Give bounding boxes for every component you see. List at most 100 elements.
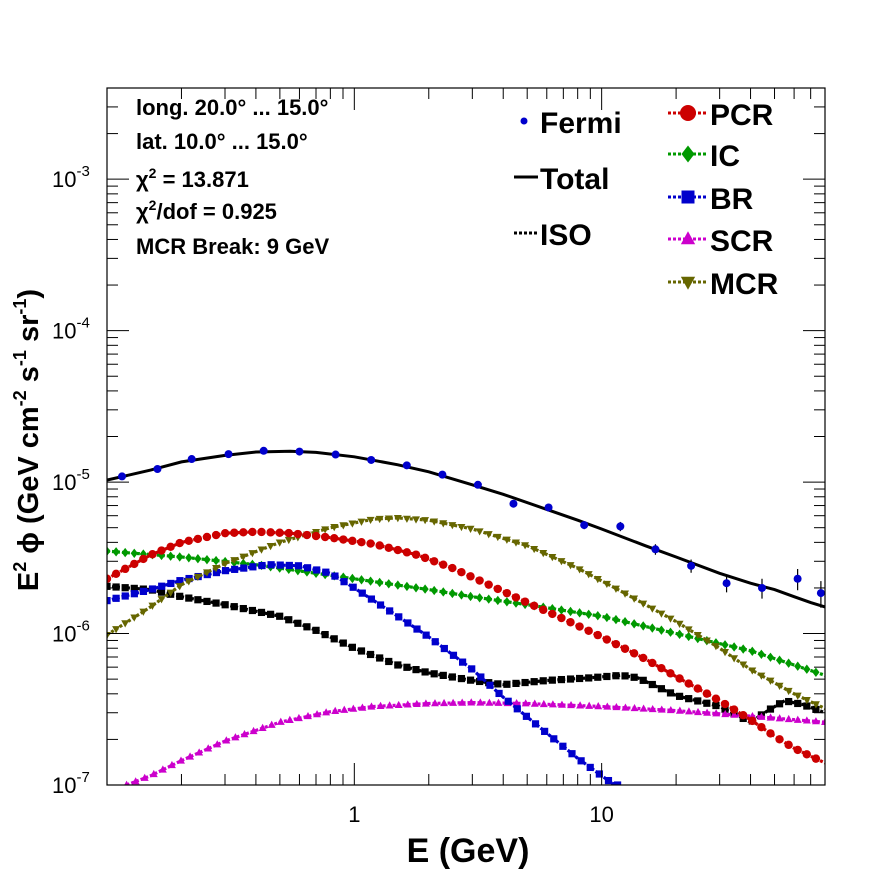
series-point-ic bbox=[212, 555, 220, 566]
series-point-ic bbox=[357, 575, 366, 585]
series-point-scr bbox=[204, 744, 213, 752]
series-point-scr bbox=[449, 698, 458, 706]
series-point-mcr bbox=[621, 590, 630, 598]
series-point-ic bbox=[775, 655, 784, 665]
annotation-block: long. 20.0° ... 15.0° lat. 10.0° ... 15.… bbox=[136, 95, 330, 259]
legend-label-scr: SCR bbox=[710, 225, 774, 258]
series-point-br bbox=[477, 673, 485, 681]
series-point-iso bbox=[521, 678, 529, 687]
series-point-pcr bbox=[548, 609, 557, 619]
series-point-ic bbox=[612, 614, 620, 625]
series-point-pcr bbox=[311, 531, 321, 541]
series-point-scr bbox=[784, 714, 793, 723]
series-point-br bbox=[276, 561, 284, 569]
series-point-scr bbox=[313, 710, 322, 718]
series-point-mcr bbox=[711, 643, 720, 651]
series-point-ic bbox=[794, 661, 802, 671]
series-point-mcr bbox=[630, 595, 639, 603]
series-point-iso bbox=[421, 668, 429, 676]
series-point-pcr bbox=[439, 560, 448, 569]
fermi-point bbox=[793, 574, 802, 583]
series-point-pcr bbox=[302, 530, 312, 540]
series-point-br bbox=[559, 742, 567, 750]
series-point-scr bbox=[467, 698, 476, 706]
series-point-br bbox=[413, 625, 421, 633]
series-point-mcr bbox=[157, 596, 166, 604]
series-point-pcr bbox=[684, 679, 693, 688]
series-point-br bbox=[577, 757, 585, 765]
series-point-pcr bbox=[339, 535, 348, 544]
series-point-pcr bbox=[793, 745, 802, 755]
series-point-iso bbox=[394, 661, 402, 669]
series-point-br bbox=[176, 577, 184, 585]
legend-marker-br bbox=[681, 190, 695, 204]
fermi-point bbox=[757, 583, 766, 592]
series-point-br bbox=[586, 763, 594, 772]
series-point-pcr bbox=[811, 754, 821, 763]
series-point-pcr bbox=[620, 644, 630, 653]
series-point-pcr bbox=[729, 705, 739, 714]
series-point-scr bbox=[177, 756, 185, 764]
series-point-br bbox=[285, 561, 293, 570]
series-point-scr bbox=[285, 715, 294, 723]
series-point-pcr bbox=[107, 574, 112, 583]
series-point-br bbox=[139, 587, 148, 596]
fermi-point bbox=[187, 455, 196, 464]
series-point-pcr bbox=[511, 593, 521, 602]
series-point-pcr bbox=[702, 689, 712, 698]
series-point-br bbox=[358, 589, 366, 597]
series-point-iso bbox=[675, 692, 684, 700]
series-point-scr bbox=[231, 733, 240, 741]
series-point-mcr bbox=[802, 696, 811, 705]
series-point-mcr bbox=[784, 687, 793, 696]
series-point-scr bbox=[222, 736, 231, 744]
legend-marker-mcr bbox=[680, 276, 696, 290]
series-point-br bbox=[349, 583, 357, 591]
series-point-br bbox=[376, 601, 385, 609]
series-point-mcr bbox=[257, 546, 266, 554]
series-point-mcr bbox=[275, 539, 284, 547]
series-point-ic bbox=[594, 611, 602, 621]
series-point-pcr bbox=[602, 635, 612, 644]
series-point-ic bbox=[412, 583, 420, 593]
series-point-scr bbox=[512, 699, 521, 707]
series-point-mcr bbox=[657, 610, 666, 618]
series-point-pcr bbox=[384, 543, 393, 552]
series-point-mcr bbox=[266, 543, 275, 551]
series-point-iso bbox=[121, 584, 129, 592]
series-point-ic bbox=[385, 579, 393, 589]
series-point-scr bbox=[684, 707, 693, 715]
series-point-scr bbox=[648, 704, 657, 713]
series-point-mcr bbox=[666, 615, 675, 623]
series-point-mcr bbox=[402, 515, 411, 523]
series-point-pcr bbox=[184, 536, 193, 546]
series-point-br bbox=[121, 592, 129, 600]
series-point-pcr bbox=[593, 630, 602, 640]
series-point-mcr bbox=[457, 523, 466, 532]
series-point-scr bbox=[294, 713, 303, 722]
series-point-mcr bbox=[212, 564, 221, 573]
series-point-pcr bbox=[320, 532, 330, 542]
series-point-iso bbox=[257, 608, 266, 617]
series-point-iso bbox=[630, 673, 638, 681]
annotation-chi2: χ2 = 13.871 bbox=[136, 165, 249, 192]
series-point-ic bbox=[639, 621, 647, 631]
series-point-mcr bbox=[548, 554, 557, 562]
chi-exponent: 2 bbox=[149, 197, 157, 213]
series-point-ic bbox=[576, 608, 584, 618]
series-point-br bbox=[449, 651, 458, 659]
series-layer bbox=[107, 449, 825, 785]
series-point-pcr bbox=[748, 716, 757, 726]
series-point-ic bbox=[785, 658, 793, 668]
series-point-scr bbox=[494, 698, 503, 706]
series-point-br bbox=[130, 590, 138, 598]
series-point-ic bbox=[812, 667, 820, 677]
series-point-mcr bbox=[366, 516, 375, 525]
series-point-ic bbox=[730, 642, 738, 652]
series-point-scr bbox=[458, 698, 467, 706]
series-point-scr bbox=[666, 705, 675, 714]
series-point-pcr bbox=[157, 546, 166, 555]
series-point-scr bbox=[621, 703, 630, 711]
legend-label-pcr: PCR bbox=[710, 99, 774, 132]
